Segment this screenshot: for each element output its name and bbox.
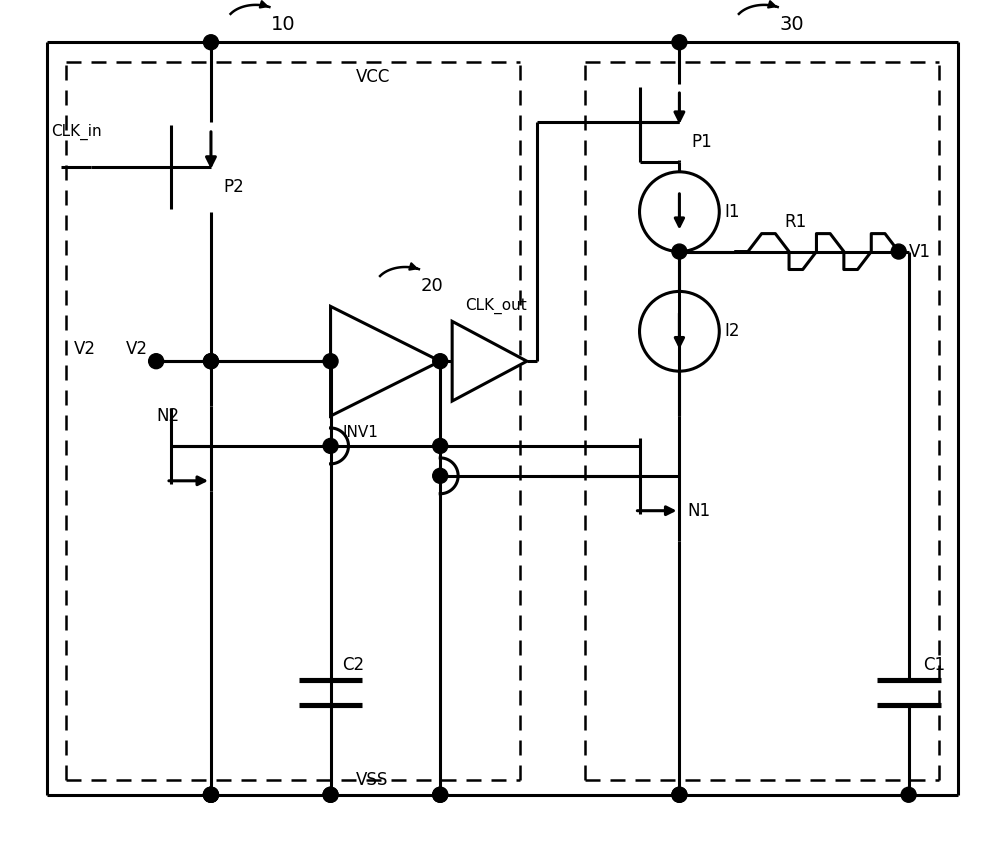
Text: 30: 30 <box>779 15 804 34</box>
Circle shape <box>433 787 448 802</box>
Text: CLK_in: CLK_in <box>51 124 102 140</box>
Circle shape <box>203 354 218 368</box>
Text: P1: P1 <box>691 133 712 151</box>
Text: N2: N2 <box>156 407 179 425</box>
Text: I2: I2 <box>724 322 740 341</box>
Circle shape <box>323 438 338 453</box>
Circle shape <box>323 787 338 802</box>
Circle shape <box>433 468 448 484</box>
Circle shape <box>149 354 164 368</box>
Text: V1: V1 <box>909 242 931 261</box>
Circle shape <box>433 438 448 453</box>
Circle shape <box>672 244 687 259</box>
Circle shape <box>672 34 687 50</box>
Text: C2: C2 <box>343 656 365 674</box>
Text: VSS: VSS <box>355 771 388 789</box>
Circle shape <box>672 787 687 802</box>
Circle shape <box>672 787 687 802</box>
Text: R1: R1 <box>784 213 806 230</box>
Text: C1: C1 <box>924 656 946 674</box>
Circle shape <box>891 244 906 259</box>
Circle shape <box>433 787 448 802</box>
Text: N1: N1 <box>687 502 711 520</box>
Text: VCC: VCC <box>355 68 390 86</box>
Circle shape <box>203 787 218 802</box>
Text: 20: 20 <box>420 278 443 295</box>
Circle shape <box>203 354 218 368</box>
Text: I1: I1 <box>724 203 740 220</box>
Circle shape <box>203 787 218 802</box>
Circle shape <box>323 354 338 368</box>
Circle shape <box>901 787 916 802</box>
Text: 10: 10 <box>271 15 295 34</box>
Text: P2: P2 <box>223 177 244 196</box>
Text: INV1: INV1 <box>343 426 378 441</box>
Circle shape <box>203 787 218 802</box>
Text: V2: V2 <box>126 341 148 358</box>
Circle shape <box>433 354 448 368</box>
Text: CLK_out: CLK_out <box>465 299 527 315</box>
Circle shape <box>203 34 218 50</box>
Text: V2: V2 <box>73 341 95 358</box>
Circle shape <box>323 787 338 802</box>
